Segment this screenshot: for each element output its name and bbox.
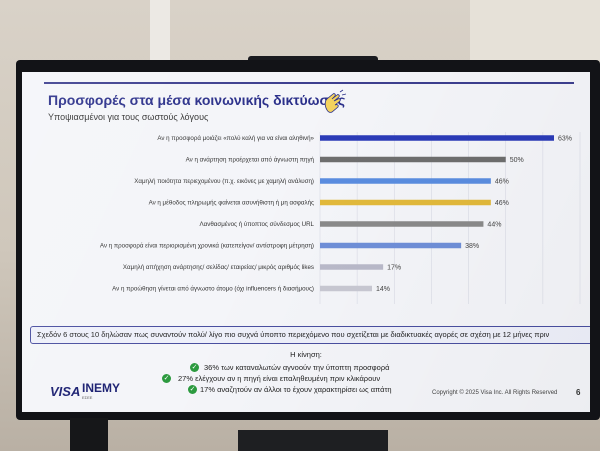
value-label: 46% (495, 200, 509, 207)
trend-item: ✓ 17% αναζητούν αν άλλοι το έχουν χαρακτη… (188, 385, 392, 394)
value-label: 44% (487, 222, 501, 229)
page-number: 6 (576, 388, 581, 397)
value-label: 50% (510, 157, 524, 164)
bar (320, 135, 554, 141)
tv-stand-leg (70, 418, 108, 451)
tv-stand-base (238, 430, 388, 451)
check-icon: ✓ (188, 385, 197, 394)
bar-chart: Αν η προσφορά μοιάζει «πολύ καλή για να … (100, 132, 581, 304)
inemy-logo-subtext: ΕΣΕΕ (82, 395, 93, 400)
bar (320, 178, 491, 184)
waving-hand-icon (324, 89, 347, 113)
category-label: Χαμηλή ποιότητα περιεχομένου (π.χ. εικόν… (134, 178, 314, 185)
value-label: 46% (495, 179, 509, 186)
check-icon: ✓ (162, 374, 171, 383)
inemy-logo: INEMY (82, 381, 121, 395)
category-label: Αν η προώθηση γίνεται από άγνωστο άτομο … (112, 286, 314, 293)
trend-list: ✓ 36% των καταναλωτών αγνοούν την ύποπτη … (160, 362, 460, 395)
category-label: Αν η προσφορά μοιάζει «πολύ καλή για να … (157, 135, 314, 142)
summary-callout: Σχεδόν 6 στους 10 δηλώσαν πως συναντούν … (30, 326, 590, 344)
background-wall (470, 0, 600, 60)
copyright-text: Copyright © 2025 Visa Inc. All Rights Re… (432, 390, 558, 396)
bar (320, 156, 506, 163)
category-label: Χαμηλή απήχηση ανάρτησης/ σελίδας/ εταιρ… (123, 264, 314, 271)
slide-title: Προσφορές στα μέσα κοινωνικής δικτύωσης (48, 92, 345, 108)
trend-item: ✓ 27% ελέγχουν αν η πηγή είναι επαληθευμέ… (162, 374, 381, 383)
category-label: Αν η μέθοδος πληρωμής φαίνεται ασυνήθιστ… (149, 200, 314, 207)
bar (320, 221, 484, 227)
category-label: Αν η προσφορά είναι περιορισμένη χρονικά… (100, 243, 314, 250)
value-label: 17% (387, 265, 401, 272)
background-window (150, 0, 170, 75)
value-label: 14% (376, 286, 390, 293)
presentation-slide: Προσφορές στα μέσα κοινωνικής δικτύωσης … (22, 72, 590, 412)
slide-top-rule (44, 82, 574, 84)
slide-subtitle: Υποψιασμένοι για τους σωστούς λόγους (48, 112, 209, 122)
bar (320, 285, 372, 292)
trend-item: ✓ 36% των καταναλωτών αγνοούν την ύποπτη … (190, 363, 390, 372)
visa-logo: VISA (50, 384, 81, 399)
bar (320, 242, 462, 249)
value-label: 63% (558, 136, 572, 143)
bar (320, 264, 384, 270)
category-label: Λανθασμένος ή ύποπτος σύνδεσμος URL (200, 221, 315, 228)
category-label: Αν η ανάρτηση προέρχεται από άγνωστη πηγ… (186, 157, 315, 164)
bar (320, 199, 491, 206)
trend-title: Η κίνηση: (290, 350, 322, 359)
check-icon: ✓ (190, 363, 199, 372)
value-label: 38% (465, 243, 479, 250)
